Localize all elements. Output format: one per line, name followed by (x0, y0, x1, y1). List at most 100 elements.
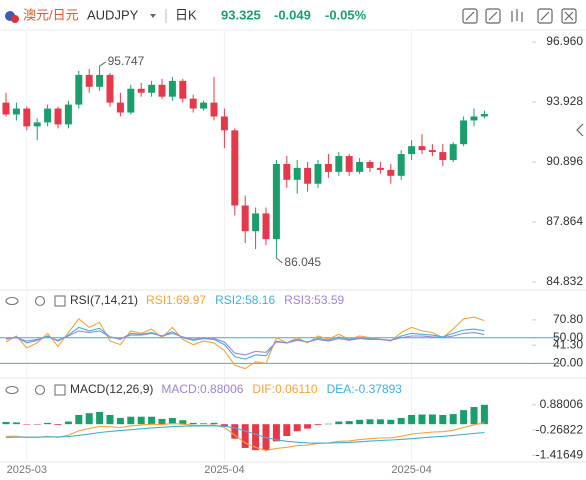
candle-body (376, 167, 384, 170)
histogram-bar (241, 424, 249, 448)
candle-body (428, 150, 436, 153)
annotation: 86.045 (284, 255, 321, 269)
legend-entry: RSI3:53.59 (284, 293, 344, 307)
tool-icon[interactable] (462, 8, 478, 24)
candle-body (137, 88, 145, 93)
y-tick-label: 96.960 (546, 34, 583, 48)
dropdown-arrow[interactable] (150, 14, 156, 18)
candle-body (33, 122, 41, 127)
gear-icon[interactable] (34, 384, 46, 396)
candle-body (241, 205, 249, 232)
histogram-bar (252, 424, 260, 451)
candle-body (148, 84, 156, 93)
histogram-bar (96, 411, 104, 425)
eye-icon[interactable] (5, 296, 19, 306)
candle-body (54, 108, 62, 125)
candle-body (252, 213, 260, 232)
histogram-bar (158, 418, 166, 425)
histogram-bar (293, 424, 301, 432)
candle-body (127, 88, 135, 113)
candle-body (314, 163, 322, 184)
histogram-bar (127, 416, 135, 425)
settings-icon[interactable] (561, 8, 577, 24)
histogram-bar (397, 418, 405, 425)
y-tick-label: 87.864 (546, 214, 583, 228)
box-icon[interactable] (54, 384, 66, 396)
candle-body (449, 144, 457, 160)
histogram-bar (44, 422, 52, 425)
y-tick-label: -0.26822 (536, 422, 584, 436)
period[interactable]: 日K (175, 7, 197, 22)
annotation-leader (276, 257, 283, 264)
candle-body (2, 102, 10, 115)
histogram-bar (148, 416, 156, 425)
x-tick-label: 2025-03 (7, 464, 47, 476)
plots: 2025-03 2025-04 2025-04 96.960 93.928 90.896 8… (0, 30, 583, 476)
candle-body (408, 146, 416, 155)
candle-body (283, 163, 291, 180)
legend-entry: RSI2:58.16 (215, 293, 275, 307)
histogram-bar (283, 424, 291, 437)
change-pct: -0.05% (325, 7, 367, 22)
candle-body (272, 163, 280, 240)
candle-body (387, 169, 395, 176)
candle-body (44, 108, 52, 123)
candle-body (366, 161, 374, 168)
candle-body (460, 120, 468, 145)
expand-icon[interactable] (537, 8, 553, 24)
candle-body (324, 163, 332, 172)
candle-body (335, 156, 343, 172)
histogram-bar (137, 416, 145, 425)
histogram-bar (12, 422, 20, 425)
annotation: 95.747 (108, 54, 145, 68)
collapse-arrow[interactable] (576, 123, 584, 137)
histogram-bar (460, 410, 468, 425)
legend-entry: MACD:0.88006 (161, 382, 243, 396)
candle-body (106, 74, 114, 103)
histogram-bar (272, 424, 280, 442)
symbol[interactable]: AUDJPY (87, 7, 139, 22)
candle-body (356, 161, 364, 172)
histogram-bar (33, 424, 41, 425)
candle-body (439, 152, 447, 160)
tool-icon-glyph (465, 11, 475, 21)
candle-body (293, 167, 301, 180)
y-tick-label: 0.88006 (540, 397, 584, 411)
indicator-title: RSI(7,14,21) (70, 293, 138, 307)
y-tick-label: 50.00 (553, 330, 583, 344)
candle-body (480, 113, 488, 117)
gear-icon[interactable] (34, 295, 46, 307)
x-tick-label: 2025-04 (204, 464, 244, 476)
candle-body (12, 108, 20, 115)
indicator-line (5, 316, 485, 370)
histogram-bar (189, 422, 197, 425)
histogram-bar (366, 419, 374, 425)
histogram-bar (480, 404, 488, 425)
draw-icon[interactable] (485, 8, 501, 24)
indicator-line (5, 326, 485, 360)
histogram-bar (428, 414, 436, 425)
histogram-bar (449, 414, 457, 425)
histogram-bar (220, 424, 228, 427)
expand-icon-glyph (540, 11, 550, 21)
histogram-bar (106, 414, 114, 425)
eye-icon[interactable] (5, 385, 19, 395)
candle-body (200, 102, 208, 109)
candle-body (23, 108, 31, 127)
histogram-bar (64, 421, 72, 425)
box-icon[interactable] (54, 295, 66, 307)
legend-entry: DEA:-0.37893 (327, 382, 403, 396)
indicator-line (5, 330, 485, 356)
histogram-bar (168, 418, 176, 425)
candle-body (231, 130, 239, 206)
candle-body (116, 102, 124, 113)
candle-body (470, 116, 478, 121)
candle-body (345, 156, 353, 172)
histogram-bar (314, 424, 322, 426)
candle-body (418, 146, 426, 151)
y-tick-label: 93.928 (546, 94, 583, 108)
indicator-line (5, 425, 485, 444)
histogram-bar (179, 420, 187, 425)
indicator-icon[interactable] (511, 9, 523, 22)
pair-name[interactable]: 澳元/日元 (23, 7, 79, 22)
